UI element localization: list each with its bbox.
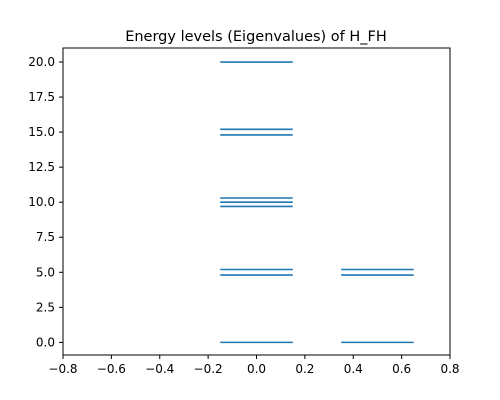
x-tick-label: 0.6: [392, 362, 411, 376]
x-tick-label: −0.8: [48, 362, 77, 376]
y-tick-label: 0.0: [36, 335, 55, 349]
x-tick-label: 0.0: [247, 362, 266, 376]
x-tick-label: −0.4: [145, 362, 174, 376]
y-tick-label: 5.0: [36, 265, 55, 279]
x-tick-label: −0.2: [194, 362, 223, 376]
y-tick-label: 15.0: [28, 125, 55, 139]
x-tick-label: 0.8: [440, 362, 459, 376]
y-axis: 0.0 2.5 5.0 7.5 10.0 12.5 15.0 17.5 20.0: [28, 55, 63, 349]
y-tick-label: 20.0: [28, 55, 55, 69]
x-tick-label: 0.2: [295, 362, 314, 376]
level-group-1: [341, 268, 414, 344]
y-tick-label: 2.5: [36, 300, 55, 314]
x-tick-label: −0.6: [97, 362, 126, 376]
x-tick-label: 0.4: [344, 362, 363, 376]
y-tick-label: 10.0: [28, 195, 55, 209]
y-tick-label: 12.5: [28, 160, 55, 174]
x-axis: −0.8 −0.6 −0.4 −0.2 0.0 0.2 0.4 0.6 0.8: [48, 355, 460, 376]
level-group-0: [220, 61, 293, 344]
chart-title: Energy levels (Eigenvalues) of H_FH: [125, 29, 387, 45]
y-tick-label: 17.5: [28, 90, 55, 104]
y-tick-label: 7.5: [36, 230, 55, 244]
levels-layer: [220, 61, 414, 344]
